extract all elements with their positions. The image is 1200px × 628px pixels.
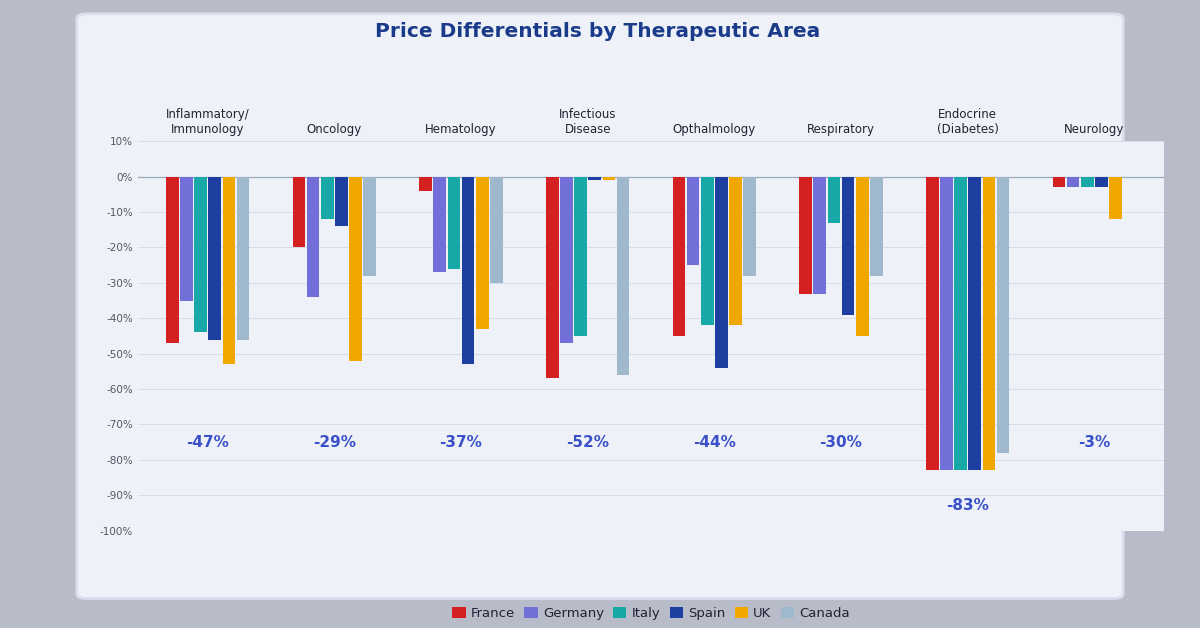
Bar	[335, 176, 348, 226]
Bar	[814, 176, 826, 293]
Bar	[546, 176, 558, 379]
Bar	[1052, 176, 1066, 187]
Bar	[602, 176, 616, 180]
Bar	[236, 176, 250, 340]
Text: -52%: -52%	[566, 435, 610, 450]
Bar	[209, 176, 221, 340]
Bar	[194, 176, 206, 332]
Bar	[856, 176, 869, 336]
Text: -29%: -29%	[313, 435, 356, 450]
Bar	[715, 176, 727, 368]
Bar	[828, 176, 840, 223]
Bar	[617, 176, 630, 375]
Bar	[870, 176, 883, 276]
Bar	[448, 176, 461, 269]
Text: -44%: -44%	[692, 435, 736, 450]
Bar	[433, 176, 446, 273]
Bar	[1067, 176, 1079, 187]
Bar	[560, 176, 572, 343]
Bar	[476, 176, 488, 329]
Text: Price Differentials by Therapeutic Area: Price Differentials by Therapeutic Area	[374, 22, 821, 41]
Bar	[320, 176, 334, 219]
Text: -3%: -3%	[1079, 435, 1110, 450]
Bar	[672, 176, 685, 336]
Bar	[419, 176, 432, 191]
Bar	[940, 176, 953, 470]
Text: -47%: -47%	[186, 435, 229, 450]
Legend: France, Germany, Italy, Spain, UK, Canada: France, Germany, Italy, Spain, UK, Canad…	[448, 602, 854, 625]
Bar	[490, 176, 503, 283]
Bar	[799, 176, 812, 293]
Bar	[223, 176, 235, 364]
Bar	[180, 176, 193, 301]
Bar	[588, 176, 601, 180]
Bar	[701, 176, 714, 325]
Bar	[166, 176, 179, 343]
Bar	[730, 176, 742, 325]
Bar	[983, 176, 995, 470]
Bar	[364, 176, 376, 276]
Bar	[1096, 176, 1108, 187]
Bar	[1081, 176, 1093, 187]
Bar	[686, 176, 700, 265]
Bar	[575, 176, 587, 336]
Text: -30%: -30%	[820, 435, 863, 450]
Bar	[954, 176, 967, 470]
Text: -83%: -83%	[947, 499, 989, 513]
Bar	[926, 176, 938, 470]
Bar	[1109, 176, 1122, 219]
Bar	[462, 176, 474, 364]
Bar	[307, 176, 319, 297]
Bar	[744, 176, 756, 276]
Text: -37%: -37%	[439, 435, 482, 450]
Bar	[968, 176, 982, 470]
Bar	[997, 176, 1009, 453]
Bar	[841, 176, 854, 315]
Bar	[293, 176, 305, 247]
Bar	[349, 176, 362, 360]
